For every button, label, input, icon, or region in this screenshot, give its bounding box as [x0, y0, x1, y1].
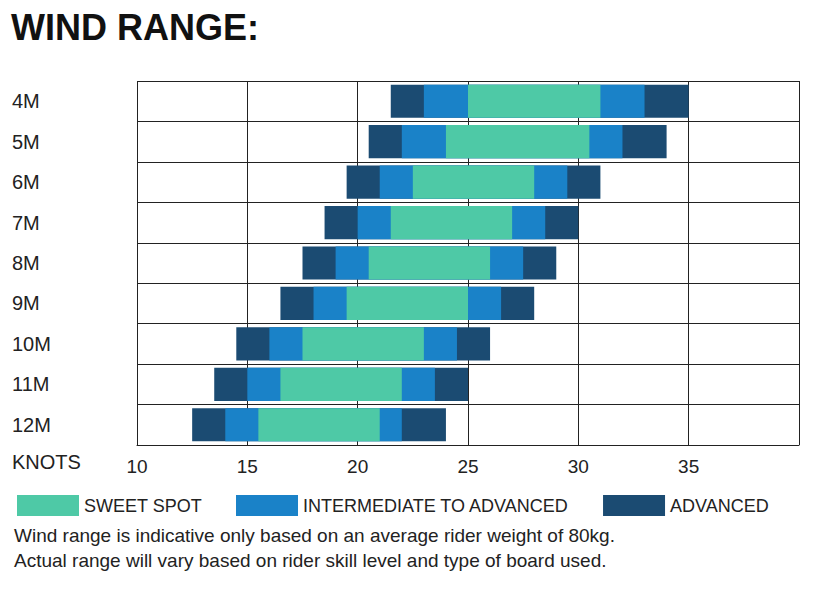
svg-text:INTERMEDIATE TO ADVANCED: INTERMEDIATE TO ADVANCED: [303, 496, 568, 516]
svg-text:25: 25: [457, 456, 478, 477]
svg-text:35: 35: [678, 456, 699, 477]
svg-text:11M: 11M: [12, 373, 49, 395]
svg-text:6M: 6M: [12, 171, 40, 193]
svg-text:9M: 9M: [12, 292, 40, 314]
svg-text:12M: 12M: [12, 414, 51, 436]
svg-text:Wind range is indicative only: Wind range is indicative only based on a…: [14, 525, 615, 546]
svg-text:15: 15: [237, 456, 258, 477]
svg-text:8M: 8M: [12, 252, 40, 274]
svg-text:ADVANCED: ADVANCED: [670, 496, 769, 516]
svg-text:5M: 5M: [12, 131, 40, 153]
svg-text:7M: 7M: [12, 212, 40, 234]
svg-text:SWEET SPOT: SWEET SPOT: [84, 496, 202, 516]
svg-text:KNOTS: KNOTS: [12, 451, 81, 473]
svg-text:10: 10: [126, 456, 147, 477]
svg-text:20: 20: [347, 456, 368, 477]
svg-text:4M: 4M: [12, 90, 40, 112]
svg-text:10M: 10M: [12, 333, 51, 355]
svg-text:Actual range will vary based o: Actual range will vary based on rider sk…: [14, 550, 607, 571]
svg-text:30: 30: [568, 456, 589, 477]
svg-text:WIND RANGE:: WIND RANGE:: [11, 7, 259, 48]
